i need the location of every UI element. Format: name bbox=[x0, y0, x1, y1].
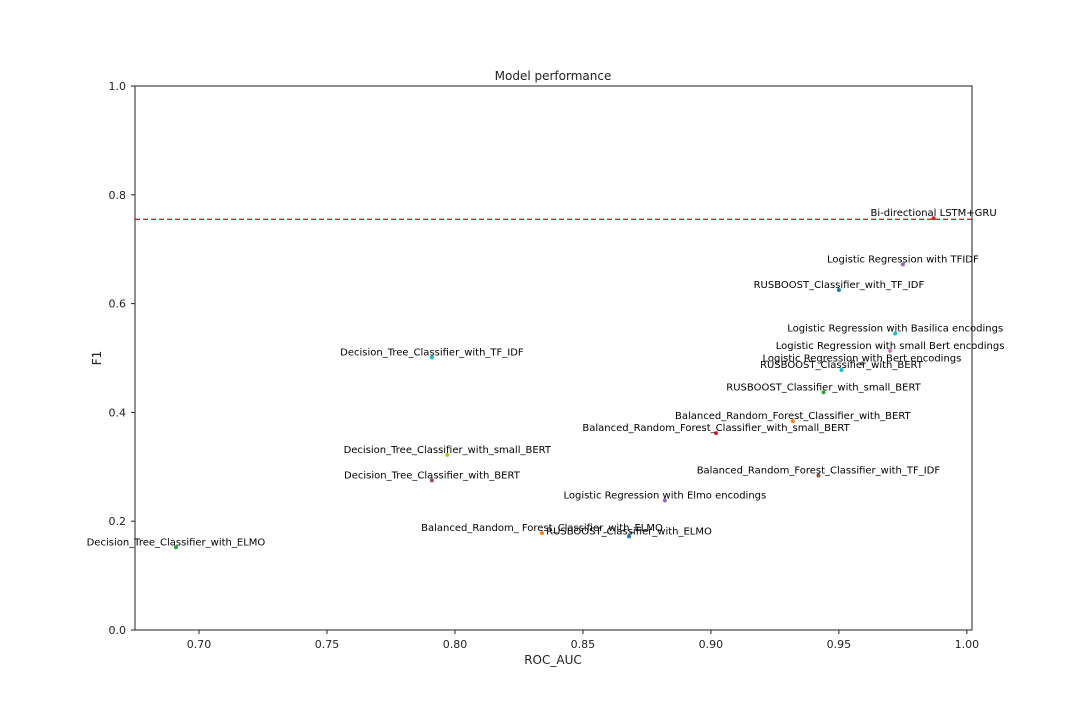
data-point bbox=[790, 419, 795, 424]
point-label: Decision_Tree_Classifier_with_BERT bbox=[344, 470, 521, 481]
point-label: RUSBOOST_Classifier_with_BERT bbox=[760, 360, 924, 371]
point-label: Logistic Regression with TFIDF bbox=[827, 254, 979, 265]
point-label: Decision_Tree_Classifier_with_ELMO bbox=[87, 537, 266, 548]
data-point bbox=[816, 473, 821, 478]
point-label: Balanced_Random_Forest_Classifier_with_T… bbox=[697, 466, 941, 477]
point-label: Decision_Tree_Classifier_with_TF_IDF bbox=[340, 347, 524, 358]
y-tick-label: 0.6 bbox=[109, 298, 127, 311]
x-axis-label: ROC_AUC bbox=[524, 653, 582, 667]
x-tick-label: 0.75 bbox=[315, 638, 340, 651]
y-tick-label: 1.0 bbox=[109, 80, 127, 93]
x-tick-label: 0.70 bbox=[187, 638, 212, 651]
data-point bbox=[445, 452, 450, 457]
point-label: Balanced_Random_ Forest_Classifier_with_… bbox=[421, 523, 663, 534]
data-point bbox=[893, 331, 898, 336]
data-point bbox=[821, 390, 826, 395]
point-label: Decision_Tree_Classifier_with_small_BERT bbox=[344, 445, 552, 456]
y-tick-label: 0.4 bbox=[109, 406, 127, 419]
x-tick-label: 1.00 bbox=[955, 638, 980, 651]
data-point bbox=[931, 216, 936, 221]
y-tick-label: 0.2 bbox=[109, 515, 127, 528]
point-label: RUSBOOST_Classifier_with_small_BERT bbox=[726, 382, 921, 393]
data-point bbox=[859, 361, 864, 366]
y-tick-label: 0.8 bbox=[109, 189, 127, 202]
point-label: RUSBOOST_Classifier_with_ELMO bbox=[546, 526, 712, 537]
chart-title: Model performance bbox=[495, 69, 612, 83]
x-tick-label: 0.80 bbox=[443, 638, 468, 651]
point-label: Balanced_Random_Forest_Classifier_with_B… bbox=[675, 411, 912, 422]
point-label: Logistic Regression with Elmo encodings bbox=[563, 491, 766, 502]
y-axis-label: F1 bbox=[90, 351, 104, 366]
point-label: Bi-directional LSTM+GRU bbox=[870, 208, 996, 219]
plot-area: Bi-directional LSTM+GRU Logistic Regressi… bbox=[87, 80, 1005, 651]
y-tick-label: 0.0 bbox=[109, 624, 127, 637]
point-label: Balanced_Random_Forest_Classifier_with_s… bbox=[582, 423, 850, 434]
data-point bbox=[836, 288, 841, 292]
point-label: Logistic Regression with Basilica encodi… bbox=[787, 324, 1003, 335]
data-point bbox=[429, 478, 434, 483]
point-label: RUSBOOST_Classifier_with_TF_IDF bbox=[754, 280, 925, 291]
data-point bbox=[900, 262, 905, 267]
data-point bbox=[714, 431, 719, 436]
data-point bbox=[627, 534, 632, 539]
data-point bbox=[662, 498, 667, 503]
x-tick-label: 0.85 bbox=[571, 638, 596, 651]
x-tick-label: 0.95 bbox=[827, 638, 852, 651]
point-label: Logistic Regression with small Bert enco… bbox=[776, 341, 1005, 352]
axes-frame bbox=[134, 85, 973, 631]
data-point bbox=[539, 531, 544, 536]
point-label: Logistic Regression with Bert encodings bbox=[763, 353, 962, 364]
x-tick-label: 0.90 bbox=[699, 638, 724, 651]
data-point bbox=[888, 348, 893, 353]
data-point bbox=[173, 545, 178, 550]
data-point bbox=[429, 355, 434, 360]
data-point bbox=[839, 367, 844, 372]
